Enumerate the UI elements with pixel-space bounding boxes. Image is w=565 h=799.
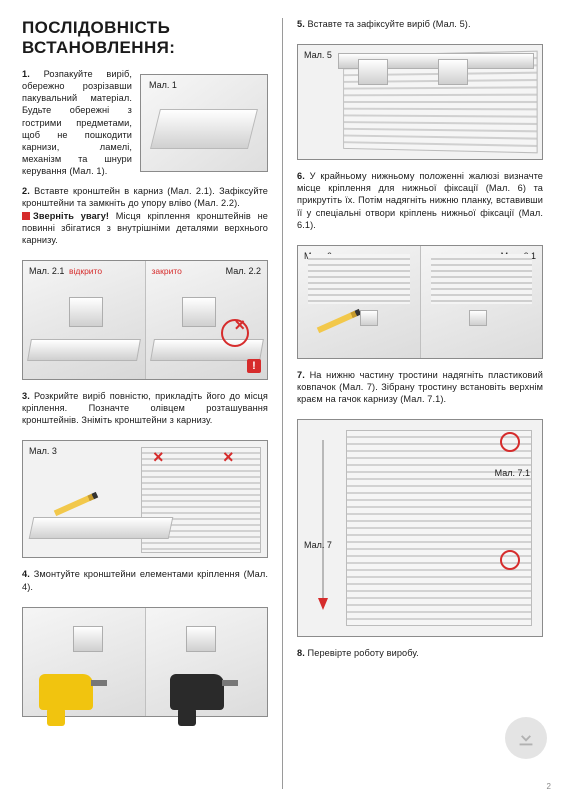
step-8: 8. Перевірте роботу виробу. — [297, 647, 543, 659]
rail-icon — [27, 339, 140, 361]
left-column: ПОСЛІДОВНІСТЬ ВСТАНОВЛЕННЯ: 1. Розпакуйт… — [22, 18, 282, 789]
step-2-line1: Вставте кронштейн в карниз (Мал. 2.1). З… — [22, 186, 268, 208]
step-6-body: У крайньому нижньому положенні жалюзі ви… — [297, 171, 543, 230]
step-8-text: 8. Перевірте роботу виробу. — [297, 647, 543, 659]
figure-4: Мал. 4 — [22, 607, 268, 717]
step-7-body: На нижню частину тростини надягніть плас… — [297, 370, 543, 404]
step-5-num: 5. — [297, 19, 305, 29]
drill-black-icon — [170, 674, 224, 710]
bracket-open-icon — [69, 297, 103, 327]
download-badge-icon — [505, 717, 547, 759]
step-3-num: 3. — [22, 391, 30, 401]
figure-5: Мал. 5 — [297, 44, 543, 160]
pencil-6-icon — [317, 309, 361, 333]
step-1: 1. Розпакуйте виріб, обережно розрізавши… — [22, 68, 132, 177]
figure-2-right: Мал. 2.2 закрито × ! — [145, 261, 268, 379]
cord-icon — [322, 440, 324, 600]
step-1-body: Розпакуйте виріб, обережно розрізавши па… — [22, 69, 132, 176]
figure-4-right — [145, 608, 268, 716]
warning-square-icon — [22, 212, 30, 220]
step-4: 4. Змонтуйте кронштейни елементами кріпл… — [22, 568, 268, 592]
drill-yellow-icon — [39, 674, 93, 710]
step-2-warning: Зверніть увагу! Місця кріплення кронштей… — [22, 210, 268, 246]
bracket-small-1-icon — [73, 626, 103, 652]
download-arrow-icon — [515, 727, 537, 749]
figure-7: Мал. 7 Мал. 7.1 — [297, 419, 543, 637]
red-x-2-icon: × — [223, 447, 234, 468]
step1-row: 1. Розпакуйте виріб, обережно розрізавши… — [22, 68, 268, 185]
figure-6-right: Мал. 6.1 — [420, 246, 543, 358]
step-3-body: Розкрийте виріб повністю, прикладіть йог… — [22, 391, 268, 425]
step-4-num: 4. — [22, 569, 30, 579]
step-4-body: Змонтуйте кронштейни елементами кріпленн… — [22, 569, 268, 591]
slats-61-icon — [431, 254, 533, 304]
figure-2-left: Мал. 2.1 відкрито — [23, 261, 145, 379]
figure-7-1-label: Мал. 7.1 — [495, 468, 530, 478]
warning-box-icon: ! — [247, 359, 261, 373]
step-7-text: 7. На нижню частину тростини надягніть п… — [297, 369, 543, 405]
warning-bold: Зверніть увагу! — [33, 211, 109, 221]
step-2: 2. Вставте кронштейн в карниз (Мал. 2.1)… — [22, 185, 268, 246]
red-x-icon: × — [234, 315, 245, 336]
bracket-closed-icon — [182, 297, 216, 327]
step-8-num: 8. — [297, 648, 305, 658]
step-2-text: 2. Вставте кронштейн в карниз (Мал. 2.1)… — [22, 185, 268, 209]
blinds-7-icon — [346, 430, 532, 626]
step-6: 6. У крайньому нижньому положенні жалюзі… — [297, 170, 543, 231]
bracket-small-2-icon — [186, 626, 216, 652]
step-5: 5. Вставте та зафіксуйте виріб (Мал. 5). — [297, 18, 543, 30]
closed-label: закрито — [152, 266, 182, 276]
figure-6: Мал. 6 Мал. 6.1 — [297, 245, 543, 359]
step-1-num: 1. — [22, 69, 30, 79]
step-5-body: Вставте та зафіксуйте виріб (Мал. 5). — [308, 19, 471, 29]
step-4-text: 4. Змонтуйте кронштейни елементами кріпл… — [22, 568, 268, 592]
step-7: 7. На нижню частину тростини надягніть п… — [297, 369, 543, 405]
rail-left-icon — [29, 517, 174, 539]
step-2-num: 2. — [22, 186, 30, 196]
step-5-text: 5. Вставте та зафіксуйте виріб (Мал. 5). — [297, 18, 543, 30]
figure-2: Мал. 2.1 відкрито Мал. 2.2 закрито × ! — [22, 260, 268, 380]
figure-2-1-label: Мал. 2.1 — [29, 266, 64, 276]
rail-icon-2 — [150, 339, 263, 361]
step-6-num: 6. — [297, 171, 305, 181]
main-title: ПОСЛІДОВНІСТЬ ВСТАНОВЛЕННЯ: — [22, 18, 268, 58]
clip-6-icon — [360, 310, 378, 326]
figure-7-label: Мал. 7 — [304, 540, 332, 550]
figure-2-2-label: Мал. 2.2 — [226, 266, 261, 276]
step-8-body: Перевірте роботу виробу. — [308, 648, 419, 658]
figure-4-left — [23, 608, 145, 716]
clip-61-icon — [469, 310, 487, 326]
figure-5-label: Мал. 5 — [304, 50, 332, 60]
figure-3-label: Мал. 3 — [29, 446, 57, 456]
bracket-5b-icon — [438, 59, 468, 85]
step-1-text: 1. Розпакуйте виріб, обережно розрізавши… — [22, 68, 132, 177]
figure-6-left: Мал. 6 — [298, 246, 420, 358]
step-3-text: 3. Розкрийте виріб повністю, прикладіть … — [22, 390, 268, 426]
pencil-icon — [54, 492, 98, 516]
page-root: ПОСЛІДОВНІСТЬ ВСТАНОВЛЕННЯ: 1. Розпакуйт… — [0, 0, 565, 799]
right-column: 5. Вставте та зафіксуйте виріб (Мал. 5).… — [283, 18, 543, 789]
figure-3: Мал. 3 × × — [22, 440, 268, 558]
step-3: 3. Розкрийте виріб повністю, прикладіть … — [22, 390, 268, 426]
bracket-5a-icon — [358, 59, 388, 85]
step-7-num: 7. — [297, 370, 305, 380]
red-x-1-icon: × — [153, 447, 164, 468]
figure-1: Мал. 1 — [140, 74, 268, 172]
slats-6-icon — [308, 254, 410, 304]
page-number: 2 — [547, 782, 551, 791]
step-6-text: 6. У крайньому нижньому положенні жалюзі… — [297, 170, 543, 231]
figure-1-label: Мал. 1 — [149, 80, 177, 90]
open-label: відкрито — [69, 266, 102, 276]
